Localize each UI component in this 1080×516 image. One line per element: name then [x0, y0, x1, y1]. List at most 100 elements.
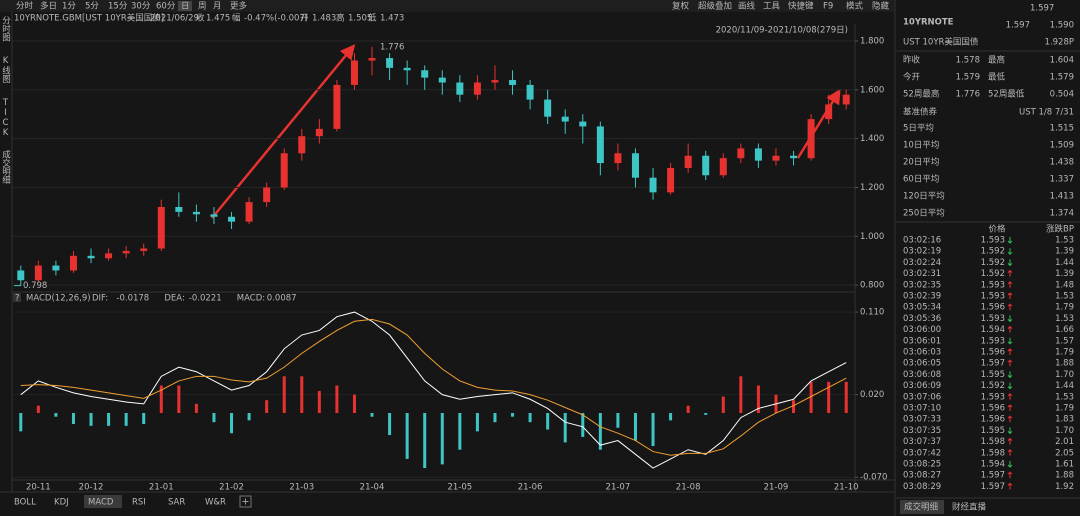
tick-time: 03:05:34	[903, 303, 941, 313]
legend-name: DIF:	[92, 294, 108, 304]
macd-bar	[493, 413, 497, 423]
period-button[interactable]: 5分	[85, 2, 99, 12]
tick-bp: 1.53	[1055, 236, 1074, 246]
x-tick-label: 21-09	[764, 483, 789, 493]
period-button[interactable]: 日	[181, 2, 190, 12]
indicator-tab[interactable]: KDJ	[54, 498, 69, 508]
side-tab[interactable]: 成交明细	[1, 149, 11, 185]
indicator-tab[interactable]: BOLL	[14, 498, 36, 508]
tick-bp: 2.05	[1055, 448, 1074, 458]
tick-time: 03:08:27	[903, 471, 941, 481]
candle-body	[790, 155, 798, 159]
panel-tab[interactable]: 成交明细	[904, 502, 938, 513]
tool-button[interactable]: 工具	[763, 2, 781, 12]
macd-bar	[669, 413, 673, 421]
candle-body	[754, 148, 762, 161]
period-button[interactable]: 60分	[156, 2, 176, 12]
tick-price: 1.593	[981, 236, 1005, 246]
quote-top: 1.597	[1030, 4, 1054, 14]
candle-body	[280, 153, 288, 188]
candle-body	[298, 136, 306, 154]
tick-arrow	[1007, 259, 1013, 267]
tick-arrow	[1007, 348, 1013, 355]
stat-value: 0.504	[1050, 90, 1074, 100]
stat-label: 最低	[988, 72, 1006, 83]
side-tab[interactable]: TICK	[1, 98, 11, 138]
indicator-tab[interactable]: W&R	[205, 498, 226, 508]
tool-button[interactable]: F9	[823, 2, 833, 12]
tool-button[interactable]: 模式	[846, 1, 864, 12]
indicator-tab[interactable]: RSI	[132, 498, 146, 508]
tool-button[interactable]: 快捷键	[788, 1, 814, 12]
side-tab[interactable]: K线图	[1, 56, 11, 84]
y-tick-label: 1.400	[860, 134, 884, 144]
x-tick-label: 21-05	[447, 483, 472, 493]
indicator-tab[interactable]: MACD	[88, 498, 114, 508]
macd-bar	[440, 413, 444, 465]
tick-bp: 1.44	[1055, 258, 1074, 268]
active-tab-bg	[178, 1, 192, 11]
help-icon[interactable]: ?	[15, 294, 20, 304]
stat-label: 今开	[903, 72, 921, 83]
macd-bar	[300, 376, 304, 414]
tool-button[interactable]: 复权	[672, 1, 690, 12]
tick-price: 1.596	[981, 404, 1005, 414]
tick-price: 1.596	[981, 303, 1005, 313]
tick-arrow	[1007, 359, 1013, 367]
trend-arrow	[211, 44, 356, 219]
candle-body	[192, 211, 200, 215]
macd-bar	[335, 385, 339, 414]
period-button[interactable]: 更多	[230, 1, 248, 12]
tick-bp: 1.92	[1055, 482, 1074, 492]
period-button[interactable]: 周	[198, 2, 207, 12]
macd-bar	[827, 381, 831, 414]
legend-name: MACD:	[237, 294, 265, 304]
add-tab-button[interactable]	[239, 495, 252, 508]
tick-arrow	[1007, 248, 1013, 255]
candle-body	[631, 153, 639, 178]
candle-body	[719, 158, 727, 176]
tick-arrow	[1007, 382, 1013, 390]
tick-price: 1.593	[981, 292, 1005, 302]
macd-bar	[844, 381, 848, 414]
avg-label: 20日平均	[903, 157, 939, 168]
period-button[interactable]: 多日	[40, 1, 57, 12]
panel-tab[interactable]: 财经直播	[952, 502, 987, 513]
period-button[interactable]: 1分	[62, 2, 76, 12]
bench-value: UST 1/8 7/31	[1019, 108, 1074, 118]
x-tick-label: 20-12	[79, 483, 104, 493]
tool-button[interactable]: 画线	[738, 1, 756, 12]
info-date: 2021/06/29	[150, 14, 199, 24]
bench-label: 基准债券	[903, 107, 938, 118]
tick-bp: 1.79	[1055, 348, 1074, 358]
macd-bar	[633, 413, 637, 441]
period-button[interactable]: 月	[213, 2, 222, 12]
tick-time: 03:06:00	[903, 325, 941, 335]
indicator-tab[interactable]: SAR	[168, 498, 185, 508]
x-tick-label: 21-01	[149, 483, 174, 493]
tick-bp: 1.53	[1055, 392, 1074, 402]
x-tick-label: 21-08	[676, 483, 701, 493]
macd-bar	[177, 385, 181, 414]
period-button[interactable]: 分时	[16, 1, 34, 12]
side-tab[interactable]: 分时图	[1, 16, 11, 42]
tool-button[interactable]: 隐藏	[872, 1, 890, 12]
avg-value: 1.509	[1050, 141, 1074, 151]
tick-time: 03:07:33	[903, 415, 941, 425]
candle-body	[526, 84, 534, 100]
y-tick-label: 1.200	[860, 183, 884, 193]
info-open-label: 开	[300, 14, 309, 24]
period-button[interactable]: 30分	[131, 2, 151, 12]
candle-body	[702, 155, 710, 176]
date-range: 2020/11/09-2021/10/08(279日)	[716, 26, 848, 36]
period-button[interactable]: 15分	[108, 2, 128, 12]
tool-button[interactable]: 超级叠加	[698, 1, 732, 12]
avg-label: 120日平均	[903, 191, 945, 202]
macd-bar	[511, 413, 515, 417]
trend-arrow	[796, 88, 841, 159]
tick-arrow	[1007, 461, 1013, 468]
tick-time: 03:02:19	[903, 247, 941, 257]
macd-bar	[563, 413, 567, 443]
